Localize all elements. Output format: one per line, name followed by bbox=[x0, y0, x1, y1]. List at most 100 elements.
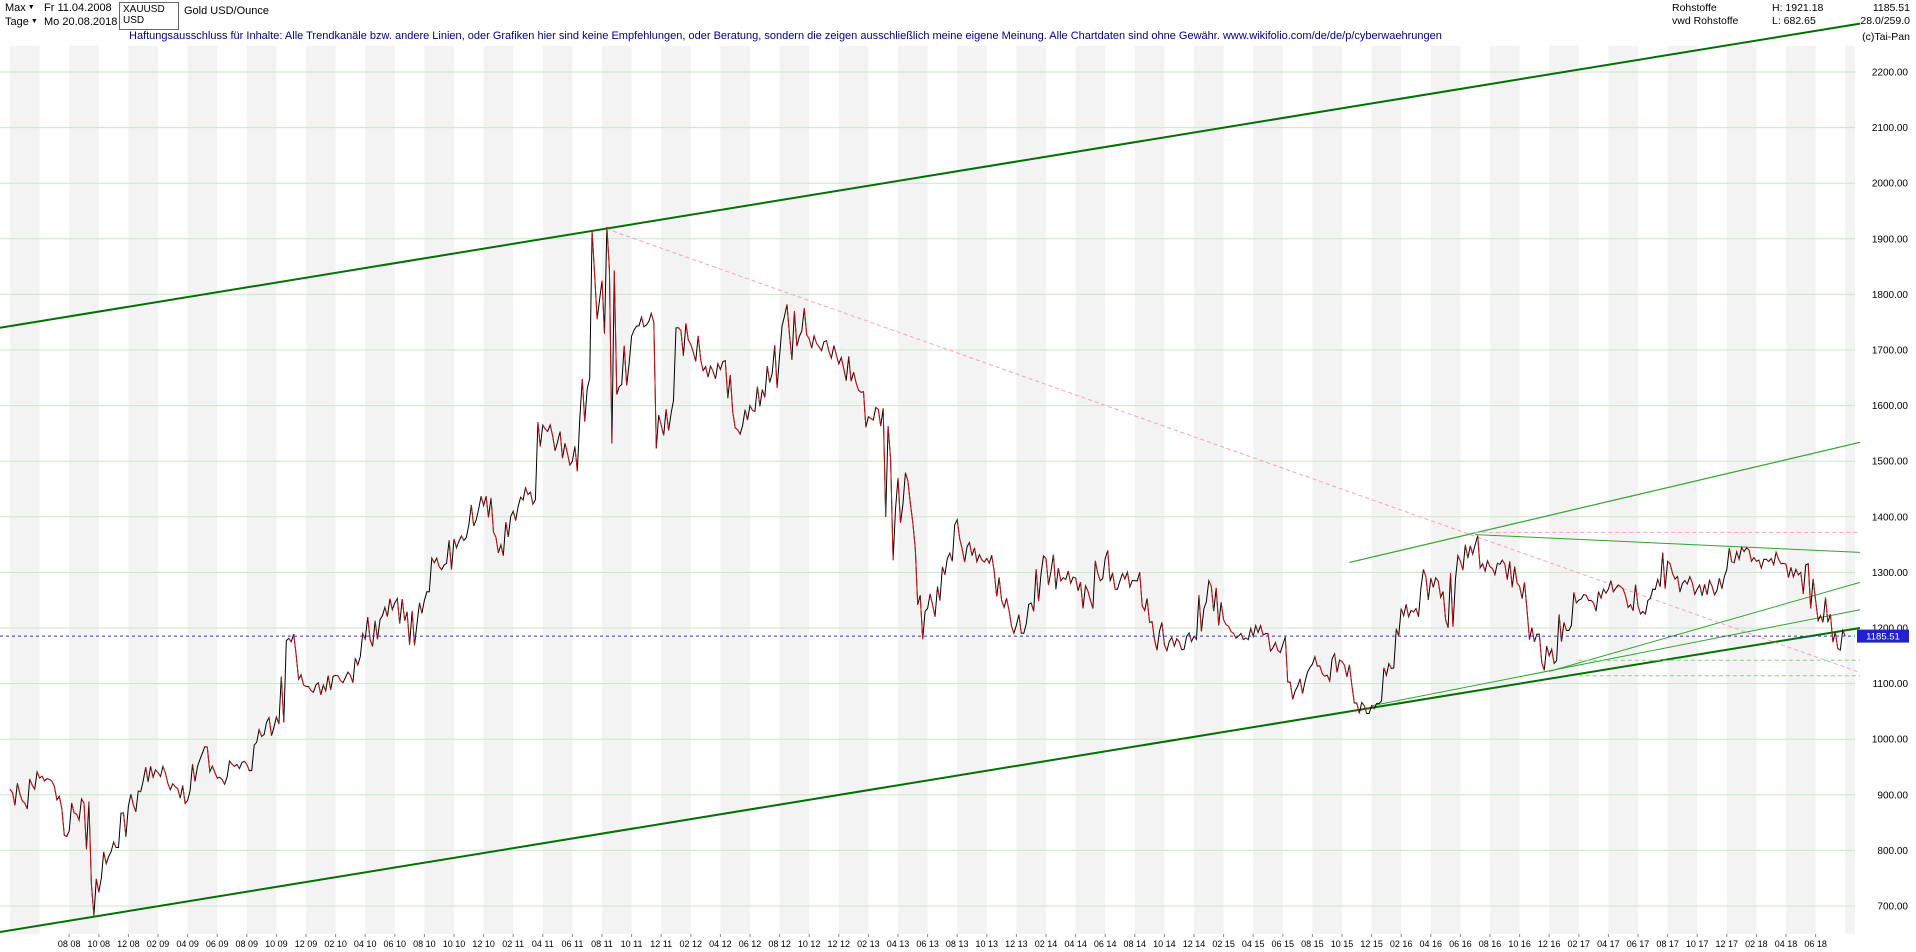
x-tick-label: 04 18 bbox=[1775, 939, 1798, 949]
x-tick-label: 02 13 bbox=[857, 939, 880, 949]
feed-name: Rohstoffe bbox=[1672, 2, 1717, 14]
x-tick-label: 06 15 bbox=[1272, 939, 1295, 949]
wedge-support-line bbox=[1549, 581, 1861, 672]
x-tick-label: 08 08 bbox=[58, 939, 81, 949]
range-selector[interactable]: Max ▼ bbox=[5, 2, 35, 14]
y-axis-label: 900.00 bbox=[1877, 790, 1908, 801]
x-tick-label: 04 17 bbox=[1597, 939, 1620, 949]
x-tick-label: 06 16 bbox=[1449, 939, 1472, 949]
x-tick-label: 02 10 bbox=[324, 939, 347, 949]
x-tick-label: 12 08 bbox=[117, 939, 140, 949]
x-tick-label: 02 18 bbox=[1745, 939, 1768, 949]
x-tick-label: 04 10 bbox=[354, 939, 377, 949]
chart-header: Max ▼ Fr 11.04.2008 Tage ▼ Mo 20.08.2018 X… bbox=[0, 0, 1916, 46]
price-series-down bbox=[9, 226, 1846, 916]
last-price-value: 1185.51 bbox=[1872, 2, 1910, 14]
chevron-down-icon: ▼ bbox=[30, 18, 38, 25]
lower-channel-line bbox=[0, 627, 1861, 934]
x-tick-label: 04 11 bbox=[532, 939, 554, 949]
x-tick-label: 04 09 bbox=[176, 939, 199, 949]
x-tick-label: 12 11 bbox=[650, 939, 672, 949]
y-axis-label: 800.00 bbox=[1877, 846, 1908, 857]
x-tick-label: 02 14 bbox=[1035, 939, 1058, 949]
x-tick-label: 02 15 bbox=[1212, 939, 1235, 949]
y-axis-label: 1700.00 bbox=[1872, 346, 1909, 357]
range-info: 28.0/259.0 bbox=[1860, 15, 1910, 27]
background-stripes bbox=[10, 46, 1855, 934]
x-tick-label: 10 12 bbox=[798, 939, 821, 949]
steep-support-line bbox=[1349, 441, 1861, 563]
x-tick-label: 10 11 bbox=[621, 939, 643, 949]
period-selector[interactable]: Tage ▼ bbox=[5, 16, 38, 28]
x-tick-label: 08 15 bbox=[1301, 939, 1324, 949]
x-tick-label: 04 16 bbox=[1420, 939, 1443, 949]
x-tick-label: 08 12 bbox=[768, 939, 791, 949]
x-tick-label: 08 16 bbox=[1479, 939, 1502, 949]
x-tick-label: 06 17 bbox=[1627, 939, 1650, 949]
x-tick-label: 02 09 bbox=[147, 939, 170, 949]
y-axis-label: 1200.00 bbox=[1872, 624, 1909, 635]
x-tick-label: 04 15 bbox=[1242, 939, 1265, 949]
disclaimer-text: Haftungsausschluss für Inhalte: Alle Tre… bbox=[129, 30, 1442, 42]
x-tick-label: 04 13 bbox=[887, 939, 910, 949]
x-tick-label: 12 12 bbox=[828, 939, 851, 949]
y-axis-label: 1500.00 bbox=[1872, 457, 1909, 468]
range-high: H: 1921.18 bbox=[1772, 2, 1824, 14]
copyright-label: (c)Tai-Pan bbox=[1862, 31, 1910, 43]
date-axis: 08 08 10 08 12 08 02 09 04 09 06 09 08 09 10 09… bbox=[58, 934, 1827, 949]
feed-provider: vwd Rohstoffe bbox=[1672, 15, 1739, 27]
parallel-support-line bbox=[1371, 609, 1861, 707]
y-axis-label: 1900.00 bbox=[1872, 234, 1909, 245]
y-axis-label: 1800.00 bbox=[1872, 290, 1909, 301]
x-tick-label: 06 10 bbox=[384, 939, 407, 949]
y-axis-label: 1100.00 bbox=[1873, 679, 1909, 690]
y-axis-label: 2100.00 bbox=[1872, 123, 1909, 134]
x-tick-label: 08 11 bbox=[591, 939, 613, 949]
y-axis-label: 1600.00 bbox=[1872, 401, 1909, 412]
symbol-currency: USD bbox=[123, 15, 145, 26]
symbol-box[interactable]: XAUUSD USD bbox=[119, 2, 179, 30]
pink-downtrend-line bbox=[606, 228, 1861, 673]
x-tick-label: 02 16 bbox=[1390, 939, 1413, 949]
x-tick-label: 06 09 bbox=[206, 939, 229, 949]
y-axis-label: 1400.00 bbox=[1872, 512, 1909, 523]
period-selector-label: Tage bbox=[5, 16, 29, 28]
x-tick-label: 08 14 bbox=[1124, 939, 1147, 949]
x-tick-label: 04 14 bbox=[1064, 939, 1087, 949]
x-tick-label: 12 15 bbox=[1360, 939, 1383, 949]
x-tick-label: 12 17 bbox=[1716, 939, 1739, 949]
x-tick-label: 08 13 bbox=[946, 939, 969, 949]
range-start-date: Fr 11.04.2008 bbox=[44, 2, 112, 14]
x-tick-label: 12 10 bbox=[472, 939, 495, 949]
x-tick-label: 08 17 bbox=[1656, 939, 1679, 949]
x-tick-label: 08 09 bbox=[236, 939, 259, 949]
price-gridlines bbox=[0, 71, 1855, 907]
x-tick-label: 06 12 bbox=[739, 939, 762, 949]
symbol-code: XAUUSD bbox=[123, 4, 165, 15]
x-tick-label: 02 17 bbox=[1568, 939, 1591, 949]
x-tick-label: 10 16 bbox=[1508, 939, 1531, 949]
chevron-down-icon: ▼ bbox=[27, 4, 35, 11]
x-tick-label: 12 14 bbox=[1183, 939, 1206, 949]
period-end-date: Mo 20.08.2018 bbox=[44, 16, 118, 28]
x-tick-label: 10 14 bbox=[1153, 939, 1176, 949]
x-tick-label: 02 12 bbox=[680, 939, 703, 949]
y-axis-label: 1000.00 bbox=[1872, 735, 1909, 746]
x-tick-label: 02 11 bbox=[502, 939, 524, 949]
x-tick-label: 06 18 bbox=[1804, 939, 1827, 949]
instrument-name: Gold USD/Ounce bbox=[184, 5, 269, 17]
x-tick-label: 06 13 bbox=[916, 939, 939, 949]
x-tick-label: 06 11 bbox=[561, 939, 583, 949]
y-axis-label: 1300.00 bbox=[1872, 568, 1909, 579]
x-tick-label: 08 10 bbox=[413, 939, 436, 949]
range-low: L: 682.65 bbox=[1772, 15, 1816, 27]
x-tick-label: 10 10 bbox=[443, 939, 466, 949]
x-tick-label: 10 08 bbox=[88, 939, 111, 949]
x-tick-label: 04 12 bbox=[709, 939, 732, 949]
x-tick-label: 10 17 bbox=[1686, 939, 1709, 949]
flat-resistance-line bbox=[1475, 534, 1861, 553]
x-tick-label: 12 09 bbox=[295, 939, 318, 949]
quote-info-panel: Rohstoffe H: 1921.18 1185.51 vwd Rohstof… bbox=[1672, 2, 1910, 28]
last-price-tag bbox=[1857, 629, 1909, 643]
